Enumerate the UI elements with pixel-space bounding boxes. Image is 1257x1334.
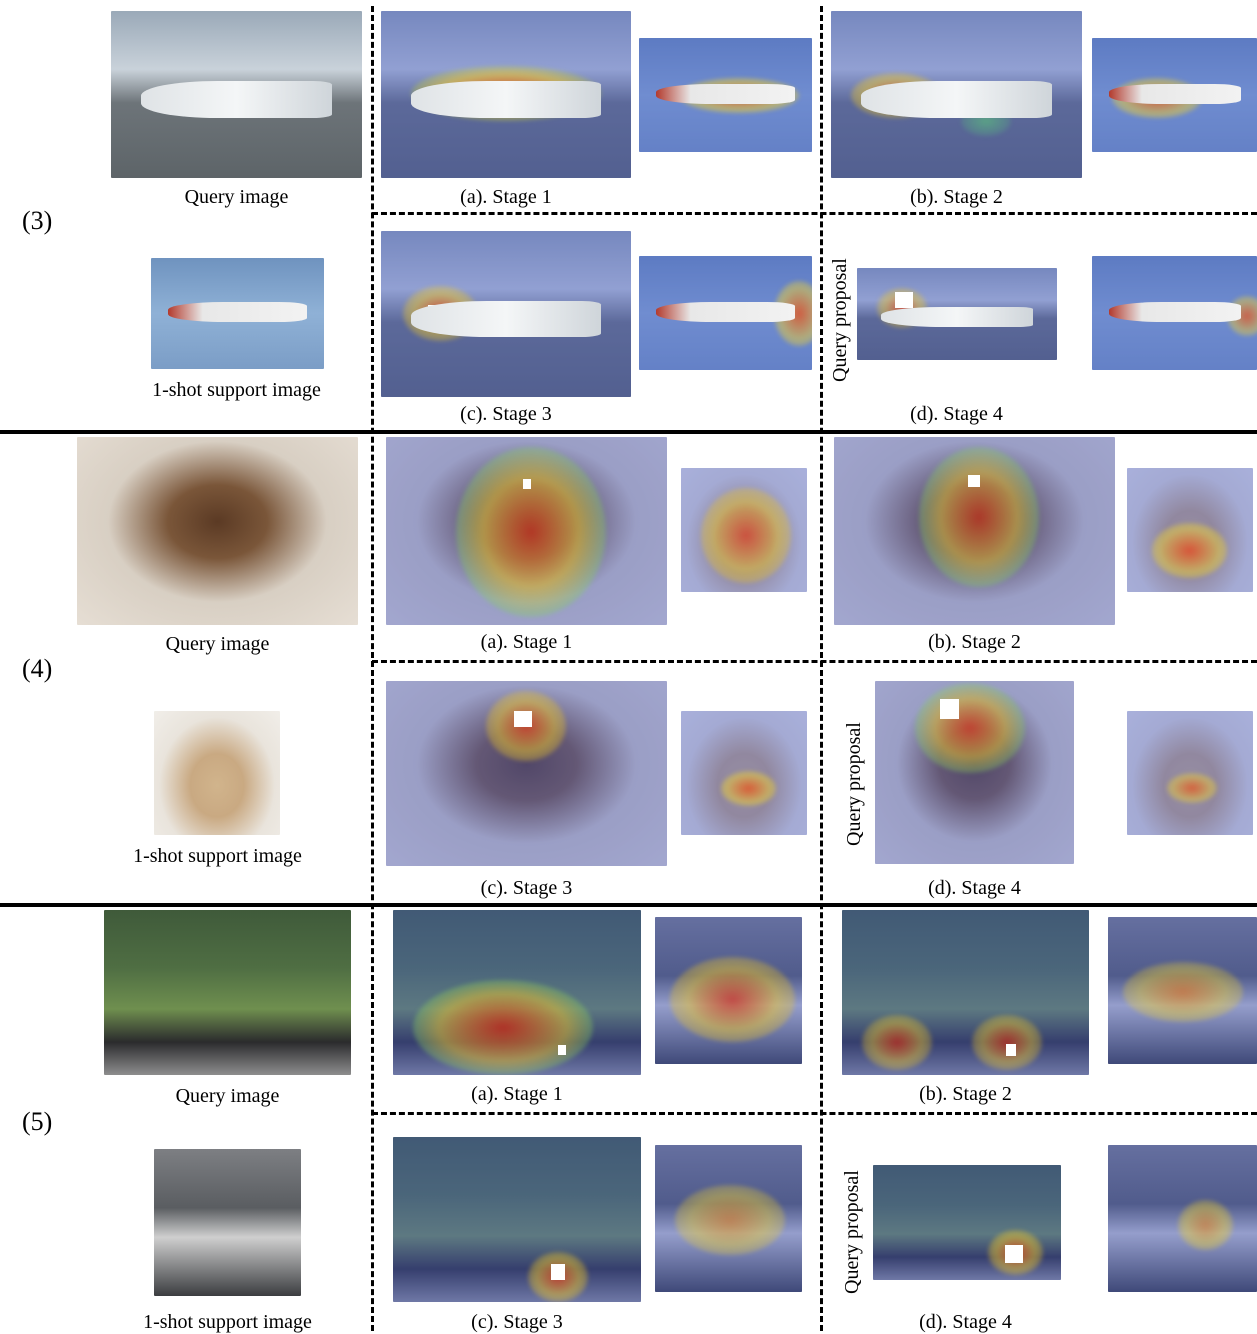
column-divider-left xyxy=(371,6,374,1331)
support-image-motorcycle xyxy=(154,1149,301,1296)
stage-caption-5d: (d). Stage 4 xyxy=(919,1311,1012,1333)
query-proposal-label-4: Query proposal xyxy=(843,722,865,846)
query-point-marker xyxy=(523,479,531,489)
query-caption-5: Query image xyxy=(175,1085,280,1107)
stage3-support-heatmap-4 xyxy=(681,711,807,835)
stage2-query-heatmap-4 xyxy=(834,437,1115,625)
stage-caption-3a: (a). Stage 1 xyxy=(460,186,552,208)
query-caption-4: Query image xyxy=(165,633,270,655)
query-image-dog xyxy=(77,437,358,625)
query-point-marker xyxy=(895,292,913,308)
stage1-support-heatmap-3 xyxy=(639,38,812,152)
query-image-motorcycle xyxy=(104,910,351,1075)
stage-caption-5c: (c). Stage 3 xyxy=(471,1311,563,1333)
stage-caption-4c: (c). Stage 3 xyxy=(480,877,573,899)
stage4-support-heatmap-5 xyxy=(1108,1145,1257,1292)
query-point-marker xyxy=(514,711,532,727)
group-divider-1 xyxy=(0,430,1257,434)
support-caption-3: 1-shot support image xyxy=(152,379,321,401)
group-divider-2 xyxy=(0,903,1257,907)
stage2-support-heatmap-3 xyxy=(1092,38,1257,152)
support-image-airplane xyxy=(151,258,324,369)
stage3-query-heatmap-4 xyxy=(386,681,667,866)
stage3-support-heatmap-3 xyxy=(639,256,812,370)
query-point-marker xyxy=(968,475,980,487)
group-label-4: (4) xyxy=(22,654,53,683)
query-point-marker xyxy=(875,91,887,103)
query-proposal-label-3: Query proposal xyxy=(829,258,851,382)
stage1-support-heatmap-4 xyxy=(681,468,807,592)
query-point-marker xyxy=(940,699,959,719)
stage-caption-4a: (a). Stage 1 xyxy=(480,631,573,653)
query-point-marker xyxy=(1005,1245,1023,1263)
stage4-support-heatmap-4 xyxy=(1127,711,1253,835)
query-point-marker xyxy=(558,1045,566,1055)
stage2-support-heatmap-5 xyxy=(1108,917,1257,1064)
stage3-support-heatmap-5 xyxy=(655,1145,802,1292)
stage-caption-5b: (b). Stage 2 xyxy=(919,1083,1012,1105)
stage-caption-3d: (d). Stage 4 xyxy=(910,403,1003,425)
stage-caption-4b: (b). Stage 2 xyxy=(928,631,1021,653)
stage2-query-heatmap-5 xyxy=(842,910,1089,1075)
stage3-query-heatmap-5 xyxy=(393,1137,641,1302)
query-image-airplane xyxy=(111,11,362,178)
stage1-query-heatmap-5 xyxy=(393,910,641,1075)
query-caption-3: Query image xyxy=(184,186,289,208)
stage4-query-proposal-5 xyxy=(873,1165,1061,1280)
query-proposal-label-5: Query proposal xyxy=(841,1170,863,1294)
stage1-support-heatmap-5 xyxy=(655,917,802,1064)
stage1-query-heatmap-3 xyxy=(381,11,631,178)
query-point-marker xyxy=(551,1264,565,1280)
support-caption-4: 1-shot support image xyxy=(133,845,302,867)
query-point-marker xyxy=(429,91,439,103)
stage3-query-heatmap-3 xyxy=(381,231,631,397)
stage-caption-4d: (d). Stage 4 xyxy=(928,877,1021,899)
column-divider-right xyxy=(820,6,823,1331)
group-label-3: (3) xyxy=(22,206,53,235)
group-label-5: (5) xyxy=(22,1107,53,1136)
stage2-support-heatmap-4 xyxy=(1127,468,1253,592)
stage-caption-3b: (b). Stage 2 xyxy=(910,186,1003,208)
stage2-query-heatmap-3 xyxy=(831,11,1082,178)
support-caption-5: 1-shot support image xyxy=(143,1311,312,1333)
support-image-dog xyxy=(154,711,280,835)
row-divider-5 xyxy=(372,1112,1257,1115)
stage4-query-proposal-3 xyxy=(857,268,1057,360)
stage-caption-3c: (c). Stage 3 xyxy=(460,403,552,425)
query-point-marker xyxy=(428,305,442,321)
row-divider-4 xyxy=(372,660,1257,663)
stage4-query-proposal-4 xyxy=(875,681,1074,864)
stage-caption-5a: (a). Stage 1 xyxy=(471,1083,563,1105)
stage4-support-heatmap-3 xyxy=(1092,256,1257,370)
query-point-marker xyxy=(1006,1044,1016,1056)
stage1-query-heatmap-4 xyxy=(386,437,667,625)
row-divider-3 xyxy=(372,212,1257,215)
